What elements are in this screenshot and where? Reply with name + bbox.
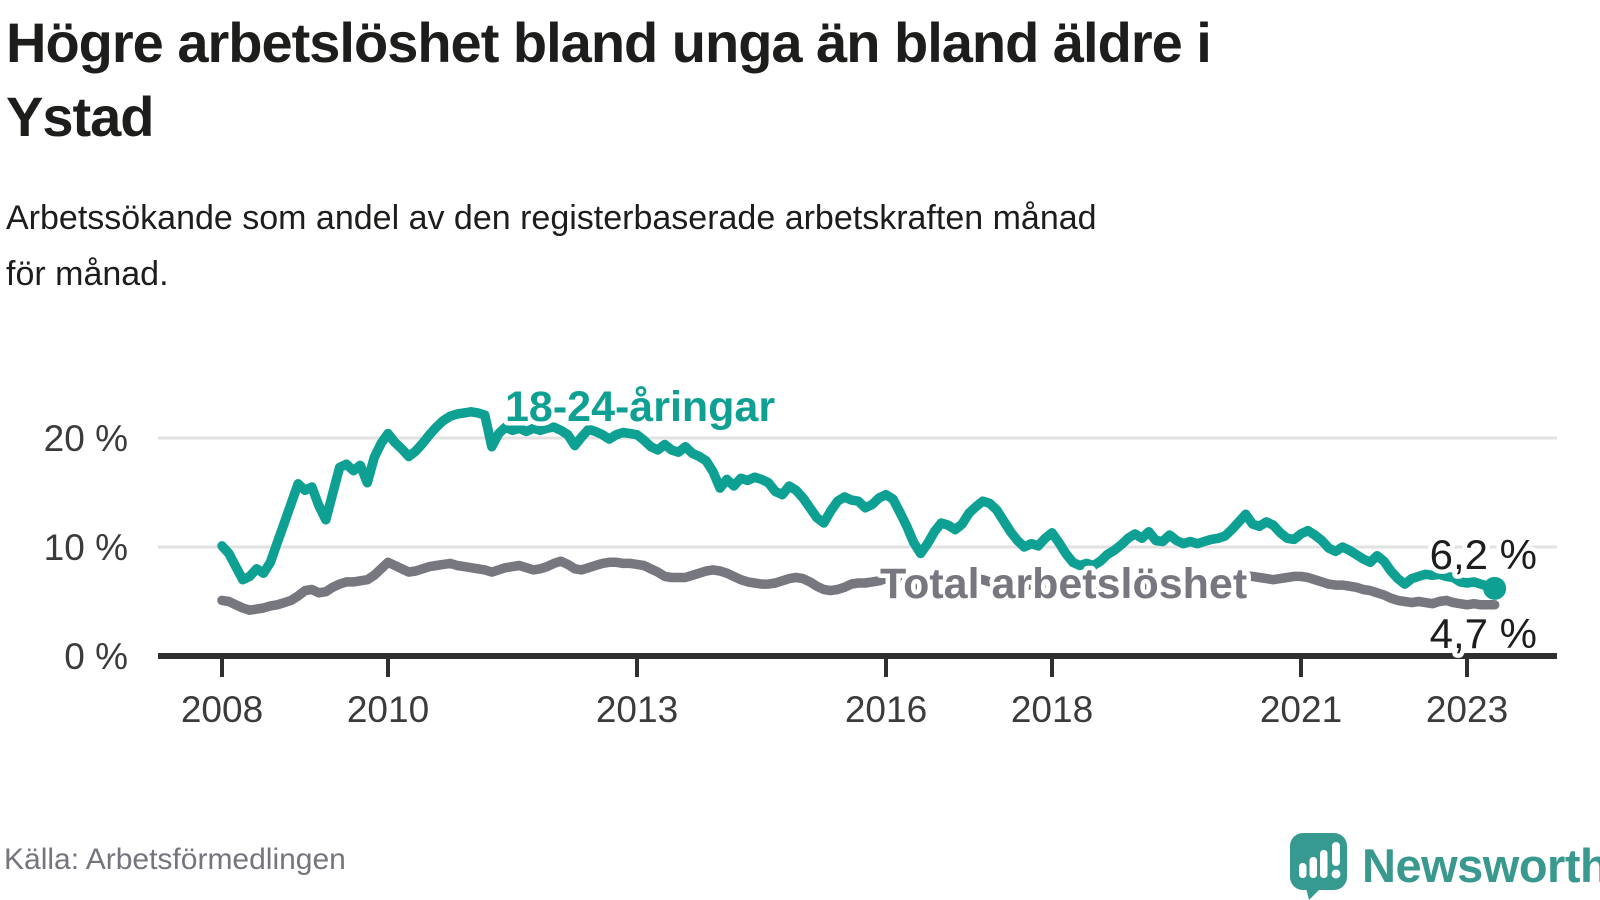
chart-title-line1: Högre arbetslöshet bland unga än bland ä… xyxy=(6,11,1212,74)
newsworthy-logo: Newsworthy xyxy=(1288,830,1600,900)
axes: 0 % 10 % 20 % 2008 2010 2013 2016 2018 2021 2023 xyxy=(44,418,1557,730)
chart-subtitle-line1: Arbetssökande som andel av den registerb… xyxy=(6,199,1097,237)
y-axis-label-20: 20 % xyxy=(44,418,128,459)
series-label-youth: 18-24-åringar xyxy=(505,383,775,431)
x-axis-label-2021: 2021 xyxy=(1260,689,1342,730)
newsworthy-wordmark: Newsworthy xyxy=(1362,838,1600,892)
x-axis-label-2018: 2018 xyxy=(1011,689,1093,730)
chart-title-line2: Ystad xyxy=(6,85,155,148)
speech-bubble-chart-icon xyxy=(1290,833,1347,900)
source-note: Källa: Arbetsförmedlingen xyxy=(4,843,346,876)
series-line-total xyxy=(217,556,1500,615)
y-axis-label-10: 10 % xyxy=(44,527,128,568)
chart-title: Högre arbetslöshet bland unga än bland ä… xyxy=(6,6,1566,154)
series-label-total: Total arbetslöshet xyxy=(880,560,1247,608)
x-axis-label-2010: 2010 xyxy=(347,689,429,730)
x-axis-label-2016: 2016 xyxy=(845,689,927,730)
x-axis-label-2008: 2008 xyxy=(181,689,263,730)
x-axis-label-2023: 2023 xyxy=(1426,689,1508,730)
y-axis-label-0: 0 % xyxy=(64,636,128,677)
chart-subtitle-line2: för månad. xyxy=(6,255,169,293)
chart-subtitle: Arbetssökande som andel av den registerb… xyxy=(6,190,1566,302)
newsworthy-logo-icon xyxy=(1290,833,1347,900)
data-series xyxy=(217,407,1507,615)
x-axis-label-2013: 2013 xyxy=(596,689,678,730)
end-value-label-youth: 6,2 % xyxy=(1430,531,1537,578)
series-end-dot-youth xyxy=(1483,576,1507,600)
end-value-label-total: 4,7 % xyxy=(1430,610,1537,657)
series-labels: 18-24-åringar Total arbetslöshet 6,2 % 4… xyxy=(501,379,1542,662)
series-line-youth xyxy=(217,407,1500,594)
gridlines xyxy=(158,436,1557,549)
